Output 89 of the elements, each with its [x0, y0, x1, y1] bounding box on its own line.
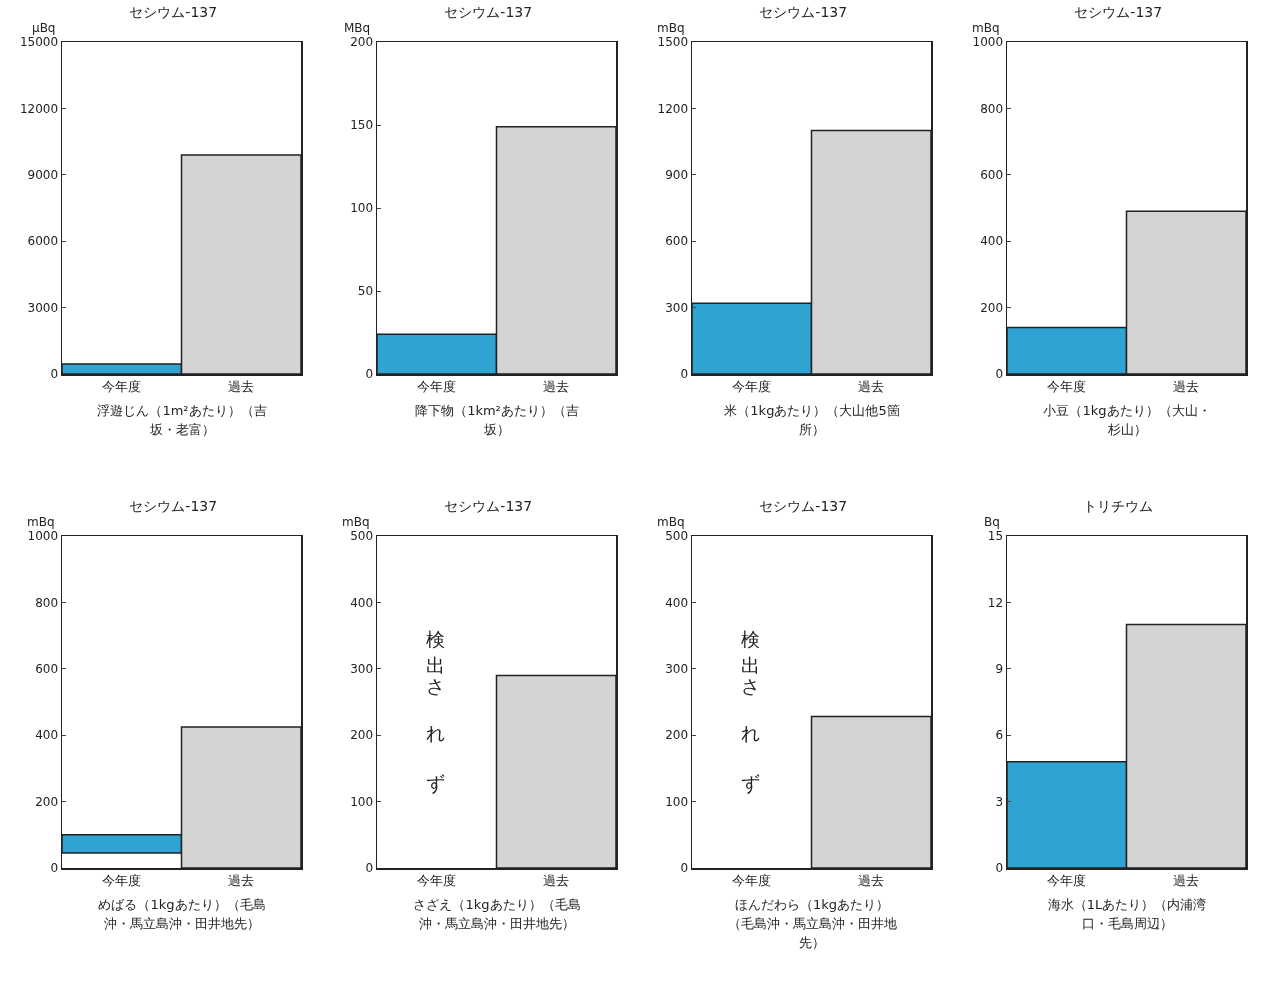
x-tick-label: 今年度 [1047, 379, 1087, 395]
y-tick-label: 9 [995, 662, 1004, 676]
x-tick-label: 過去 [1173, 873, 1200, 889]
x-axis-title: めばる（1kgあたり）（毛島沖・馬立島沖・田井地先） [97, 896, 267, 933]
x-tick-label: 今年度 [417, 873, 457, 889]
y-axis-title: mBq [972, 21, 1000, 35]
y-tick-label: 3000 [27, 300, 59, 315]
y-tick-label: 400 [35, 728, 59, 743]
y-tick-label: 600 [980, 168, 1004, 182]
x-axis-title: 浮遊じん（1m²あたり）（吉坂・老富） [96, 402, 268, 439]
x-tick-label: 今年度 [417, 379, 457, 395]
y-tick-label: 0 [680, 367, 689, 382]
y-tick-label: 400 [980, 234, 1004, 249]
y-tick-label: 3 [995, 794, 1004, 809]
y-tick-label: 0 [995, 861, 1004, 876]
y-axis-title: Bq [984, 515, 1000, 529]
y-tick-label: 9000 [27, 168, 59, 182]
chart-title: トリチウム [1083, 498, 1154, 515]
annotation: 検出されず [424, 615, 449, 805]
y-tick-label: 200 [350, 35, 374, 50]
y-tick-label: 50 [357, 284, 374, 299]
x-tick-label: 今年度 [732, 873, 772, 889]
y-tick-label: 1000 [972, 35, 1004, 50]
y-tick-label: 200 [35, 794, 59, 809]
x-tick-label: 今年度 [1047, 873, 1087, 889]
x-tick-label: 過去 [858, 873, 885, 889]
chart-title: セシウム-137 [759, 4, 848, 21]
y-tick-label: 600 [35, 662, 59, 676]
x-tick-label: 今年度 [102, 379, 142, 395]
y-tick-label: 12 [987, 595, 1004, 610]
y-tick-label: 800 [980, 101, 1004, 116]
y-tick-label: 15 [987, 529, 1004, 544]
y-tick-label: 1500 [657, 35, 689, 50]
y-axis-title: mBq [27, 515, 55, 529]
y-axis-title: μBq [32, 21, 56, 35]
x-axis-title: ほんだわら（1kgあたり）（毛島沖・馬立島沖・田井地先） [726, 896, 898, 952]
y-tick-label: 6000 [27, 234, 59, 249]
chart-title: セシウム-137 [1074, 4, 1163, 21]
y-tick-label: 1000 [27, 529, 59, 544]
y-tick-label: 300 [665, 300, 689, 315]
y-tick-label: 800 [35, 595, 59, 610]
y-tick-label: 900 [665, 168, 689, 182]
x-tick-label: 過去 [858, 379, 885, 395]
y-tick-label: 0 [995, 367, 1004, 382]
annotation: 検出されず [739, 615, 764, 805]
y-tick-label: 0 [50, 861, 59, 876]
x-axis-title: 降下物（1km²あたり）（吉坂） [414, 402, 580, 439]
chart-title: セシウム-137 [444, 498, 533, 515]
x-tick-label: 今年度 [732, 379, 772, 395]
y-tick-label: 15000 [19, 35, 59, 50]
y-axis-title: MBq [344, 21, 371, 35]
x-tick-label: 過去 [543, 379, 570, 395]
x-tick-label: 今年度 [102, 873, 142, 889]
x-axis-title: 海水（1Lあたり）（内浦湾口・毛島周辺） [1046, 896, 1208, 933]
x-axis-title: 米（1kgあたり）（大山他5箇所） [723, 402, 901, 439]
y-tick-label: 200 [980, 300, 1004, 315]
y-axis-title: mBq [342, 515, 370, 529]
y-tick-label: 400 [665, 595, 689, 610]
y-tick-label: 12000 [19, 101, 59, 116]
y-tick-label: 6 [995, 728, 1004, 743]
y-tick-label: 400 [350, 595, 374, 610]
y-tick-label: 0 [50, 367, 59, 382]
chart-title: セシウム-137 [759, 498, 848, 515]
chart-title: セシウム-137 [129, 4, 218, 21]
y-tick-label: 0 [365, 367, 374, 382]
x-tick-label: 過去 [228, 379, 255, 395]
x-axis-title: 小豆（1kgあたり）（大山・杉山） [1042, 402, 1212, 439]
y-tick-label: 300 [350, 662, 374, 676]
x-axis-title: さざえ（1kgあたり）（毛島沖・馬立島沖・田井地先） [412, 896, 582, 933]
y-tick-label: 200 [665, 728, 689, 743]
y-tick-label: 0 [365, 861, 374, 876]
y-tick-label: 100 [665, 794, 689, 809]
y-tick-label: 100 [350, 794, 374, 809]
chart-title: セシウム-137 [444, 4, 533, 21]
y-tick-label: 600 [665, 234, 689, 249]
x-tick-label: 過去 [543, 873, 570, 889]
y-axis-title: mBq [657, 515, 685, 529]
y-tick-label: 200 [350, 728, 374, 743]
y-tick-label: 300 [665, 662, 689, 676]
y-tick-label: 150 [350, 118, 374, 133]
y-axis-title: mBq [657, 21, 685, 35]
y-tick-label: 500 [350, 529, 374, 544]
y-tick-label: 1200 [657, 101, 689, 116]
y-tick-label: 0 [680, 861, 689, 876]
y-tick-label: 500 [665, 529, 689, 544]
x-tick-label: 過去 [228, 873, 255, 889]
y-tick-label: 100 [350, 201, 374, 216]
chart-title: セシウム-137 [129, 498, 218, 515]
x-tick-label: 過去 [1173, 379, 1200, 395]
